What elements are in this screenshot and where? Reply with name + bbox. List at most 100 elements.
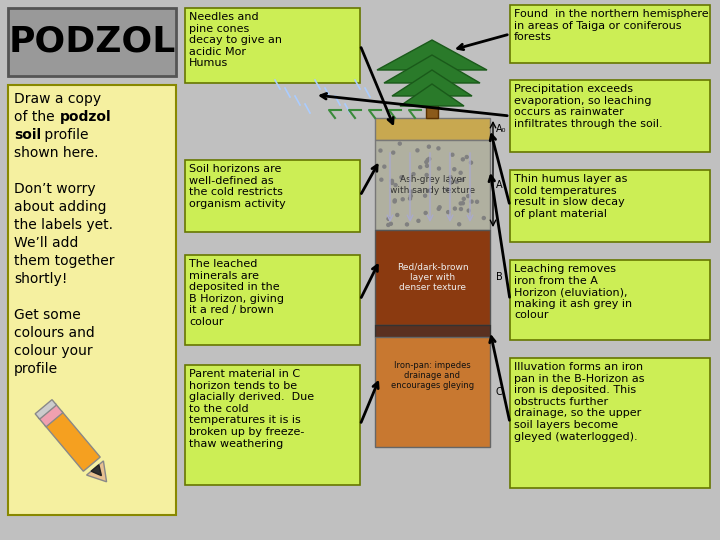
Circle shape: [394, 184, 397, 187]
Circle shape: [405, 223, 408, 226]
Text: Parent material in C
horizon tends to be
glacially derived.  Due
to the cold
tem: Parent material in C horizon tends to be…: [189, 369, 314, 449]
Circle shape: [425, 173, 428, 177]
FancyBboxPatch shape: [185, 8, 360, 83]
Text: them together: them together: [14, 254, 114, 268]
FancyBboxPatch shape: [35, 400, 56, 419]
Text: A₀: A₀: [496, 124, 506, 134]
Circle shape: [437, 147, 440, 150]
Circle shape: [393, 200, 396, 203]
FancyBboxPatch shape: [8, 8, 176, 76]
Circle shape: [417, 219, 420, 222]
Circle shape: [475, 200, 479, 203]
Circle shape: [380, 178, 383, 181]
Text: Thin humus layer as
cold temperatures
result in slow decay
of plant material: Thin humus layer as cold temperatures re…: [514, 174, 627, 219]
Circle shape: [437, 207, 440, 211]
Circle shape: [408, 197, 412, 200]
Text: Leaching removes
iron from the A
Horizon (eluviation),
making it ash grey in
col: Leaching removes iron from the A Horizon…: [514, 264, 632, 320]
Circle shape: [446, 211, 450, 214]
Text: of the: of the: [14, 110, 59, 124]
Circle shape: [426, 164, 428, 167]
Text: colour your: colour your: [14, 344, 93, 358]
Circle shape: [428, 145, 431, 148]
Circle shape: [453, 168, 456, 171]
Text: Don’t worry: Don’t worry: [14, 182, 96, 196]
Text: Soil horizons are
well-defined as
the cold restricts
organism activity: Soil horizons are well-defined as the co…: [189, 164, 286, 209]
Text: C: C: [496, 387, 503, 397]
Circle shape: [465, 156, 468, 159]
Text: PODZOL: PODZOL: [9, 25, 176, 59]
Circle shape: [410, 190, 413, 193]
Text: about adding: about adding: [14, 200, 107, 214]
Circle shape: [400, 176, 403, 179]
FancyBboxPatch shape: [375, 118, 490, 140]
Circle shape: [470, 200, 473, 203]
Circle shape: [462, 202, 464, 205]
Text: Get some: Get some: [14, 308, 81, 322]
Circle shape: [462, 197, 465, 200]
Text: shown here.: shown here.: [14, 146, 99, 160]
Circle shape: [459, 171, 462, 174]
Circle shape: [461, 178, 464, 181]
Polygon shape: [377, 40, 487, 70]
Circle shape: [426, 190, 430, 192]
Text: We’ll add: We’ll add: [14, 236, 78, 250]
Circle shape: [428, 158, 431, 160]
Circle shape: [426, 159, 429, 161]
Circle shape: [454, 207, 456, 210]
FancyBboxPatch shape: [510, 170, 710, 242]
Circle shape: [391, 181, 394, 185]
Circle shape: [449, 176, 452, 179]
Circle shape: [416, 149, 419, 152]
Polygon shape: [400, 84, 464, 106]
Text: shortly!: shortly!: [14, 272, 68, 286]
Circle shape: [396, 213, 399, 217]
Circle shape: [424, 212, 427, 214]
Text: Red/dark-brown
layer with
denser texture: Red/dark-brown layer with denser texture: [397, 262, 468, 292]
Circle shape: [387, 217, 390, 220]
Circle shape: [401, 198, 404, 201]
FancyBboxPatch shape: [375, 230, 490, 325]
Circle shape: [379, 149, 382, 152]
Text: Ash-grey layer
with sandy texture: Ash-grey layer with sandy texture: [390, 176, 475, 195]
Circle shape: [390, 179, 393, 183]
FancyBboxPatch shape: [185, 365, 360, 485]
Text: Found  in the northern hemisphere
in areas of Taiga or coniferous
forests: Found in the northern hemisphere in area…: [514, 9, 708, 42]
FancyBboxPatch shape: [185, 255, 360, 345]
Text: soil: soil: [14, 128, 41, 142]
Circle shape: [451, 153, 454, 156]
Text: podzol: podzol: [60, 110, 111, 124]
Circle shape: [410, 194, 413, 198]
Text: Iron-pan: impedes
drainage and
encourages gleying: Iron-pan: impedes drainage and encourage…: [391, 361, 474, 390]
Circle shape: [459, 202, 462, 205]
Text: A: A: [496, 180, 503, 190]
Circle shape: [467, 209, 470, 212]
FancyBboxPatch shape: [510, 358, 710, 488]
Circle shape: [467, 194, 469, 198]
FancyBboxPatch shape: [375, 140, 490, 230]
Text: Illuvation forms an iron
pan in the B-Horizon as
iron is deposited. This
obstruc: Illuvation forms an iron pan in the B-Ho…: [514, 362, 644, 442]
Text: profile: profile: [14, 362, 58, 376]
Circle shape: [412, 173, 415, 176]
Circle shape: [458, 223, 461, 226]
FancyBboxPatch shape: [38, 403, 63, 427]
Circle shape: [446, 188, 449, 191]
Text: profile: profile: [40, 128, 89, 142]
Circle shape: [449, 181, 452, 184]
Circle shape: [390, 222, 392, 225]
Text: The leached
minerals are
deposited in the
B Horizon, giving
it a red / brown
col: The leached minerals are deposited in th…: [189, 259, 284, 327]
Circle shape: [438, 167, 441, 170]
FancyBboxPatch shape: [510, 260, 710, 340]
Circle shape: [462, 158, 464, 161]
FancyBboxPatch shape: [45, 411, 100, 471]
Circle shape: [392, 151, 395, 154]
Polygon shape: [426, 95, 438, 118]
FancyBboxPatch shape: [510, 80, 710, 152]
Circle shape: [455, 180, 458, 183]
Circle shape: [398, 142, 401, 145]
Circle shape: [419, 166, 422, 168]
Polygon shape: [86, 461, 107, 482]
Text: colours and: colours and: [14, 326, 95, 340]
FancyBboxPatch shape: [185, 160, 360, 232]
Circle shape: [482, 217, 485, 220]
Circle shape: [383, 165, 386, 168]
